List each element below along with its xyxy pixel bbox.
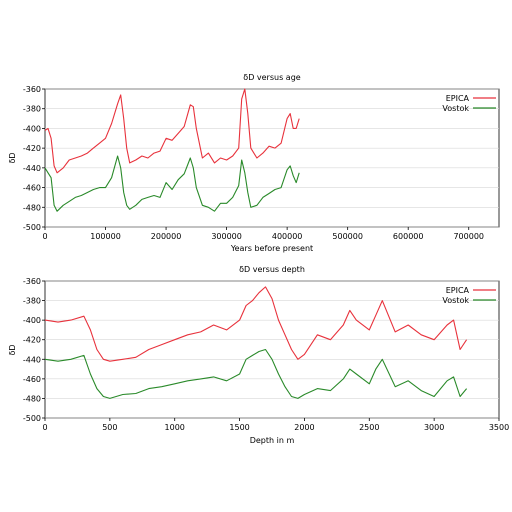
chart-title-age: δD versus age: [243, 73, 300, 82]
y-tick-label: -500: [23, 223, 41, 232]
x-axis-label-age: Years before present: [230, 244, 313, 253]
y-axis-label-depth: δD: [8, 344, 17, 355]
y-tick-label: -420: [23, 336, 41, 345]
x-tick-label: 600000: [393, 232, 424, 241]
x-tick-label: 1500: [229, 423, 249, 432]
y-axis-label-age: δD: [8, 152, 17, 163]
x-tick-label: 1000: [165, 423, 185, 432]
y-tick-label: -360: [23, 277, 41, 286]
y-tick-label: -420: [23, 144, 41, 153]
y-tick-label: -380: [23, 297, 41, 306]
x-tick-label: 300000: [211, 232, 242, 241]
y-tick-label: -400: [23, 124, 41, 133]
x-tick-label: 500000: [332, 232, 363, 241]
chart-title-depth: δD versus depth: [239, 265, 305, 274]
y-tick-label: -480: [23, 203, 41, 212]
legend-label-epica: EPICA: [446, 286, 470, 295]
x-tick-label: 3500: [489, 423, 509, 432]
series-line-vostok: [44, 155, 300, 212]
chart-age-panel: δD versus age Years before present δD -3…: [8, 73, 500, 253]
series-line-epica: [44, 286, 468, 362]
legend-age: EPICA Vostok: [442, 94, 496, 113]
y-tick-label: -440: [23, 164, 41, 173]
y-tick-label: -360: [23, 85, 41, 94]
series-line-epica: [44, 88, 300, 174]
x-tick-label: 0: [42, 232, 47, 241]
y-tick-label: -460: [23, 184, 41, 193]
x-tick-label: 100000: [90, 232, 121, 241]
x-tick-label: 700000: [453, 232, 484, 241]
chart-depth-panel: δD versus depth Depth in m δD -360 -380 -4…: [8, 265, 509, 445]
legend-depth: EPICA Vostok: [442, 286, 496, 305]
y-tick-label: -480: [23, 394, 41, 403]
legend-label-vostok: Vostok: [442, 104, 469, 113]
y-tick-label: -460: [23, 375, 41, 384]
y-tick-label: -440: [23, 355, 41, 364]
y-tick-label: -500: [23, 414, 41, 423]
x-tick-label: 2500: [359, 423, 379, 432]
series-line-vostok: [44, 348, 468, 399]
x-axis-label-depth: Depth in m: [250, 436, 295, 445]
x-tick-label: 2000: [294, 423, 314, 432]
x-tick-label: 3000: [424, 423, 444, 432]
x-tick-label: 500: [102, 423, 117, 432]
x-tick-label: 0: [42, 423, 47, 432]
legend-label-epica: EPICA: [446, 94, 470, 103]
y-tick-label: -380: [23, 105, 41, 114]
y-tick-label: -400: [23, 316, 41, 325]
x-tick-label: 400000: [272, 232, 303, 241]
x-tick-label: 200000: [151, 232, 182, 241]
legend-label-vostok: Vostok: [442, 296, 469, 305]
